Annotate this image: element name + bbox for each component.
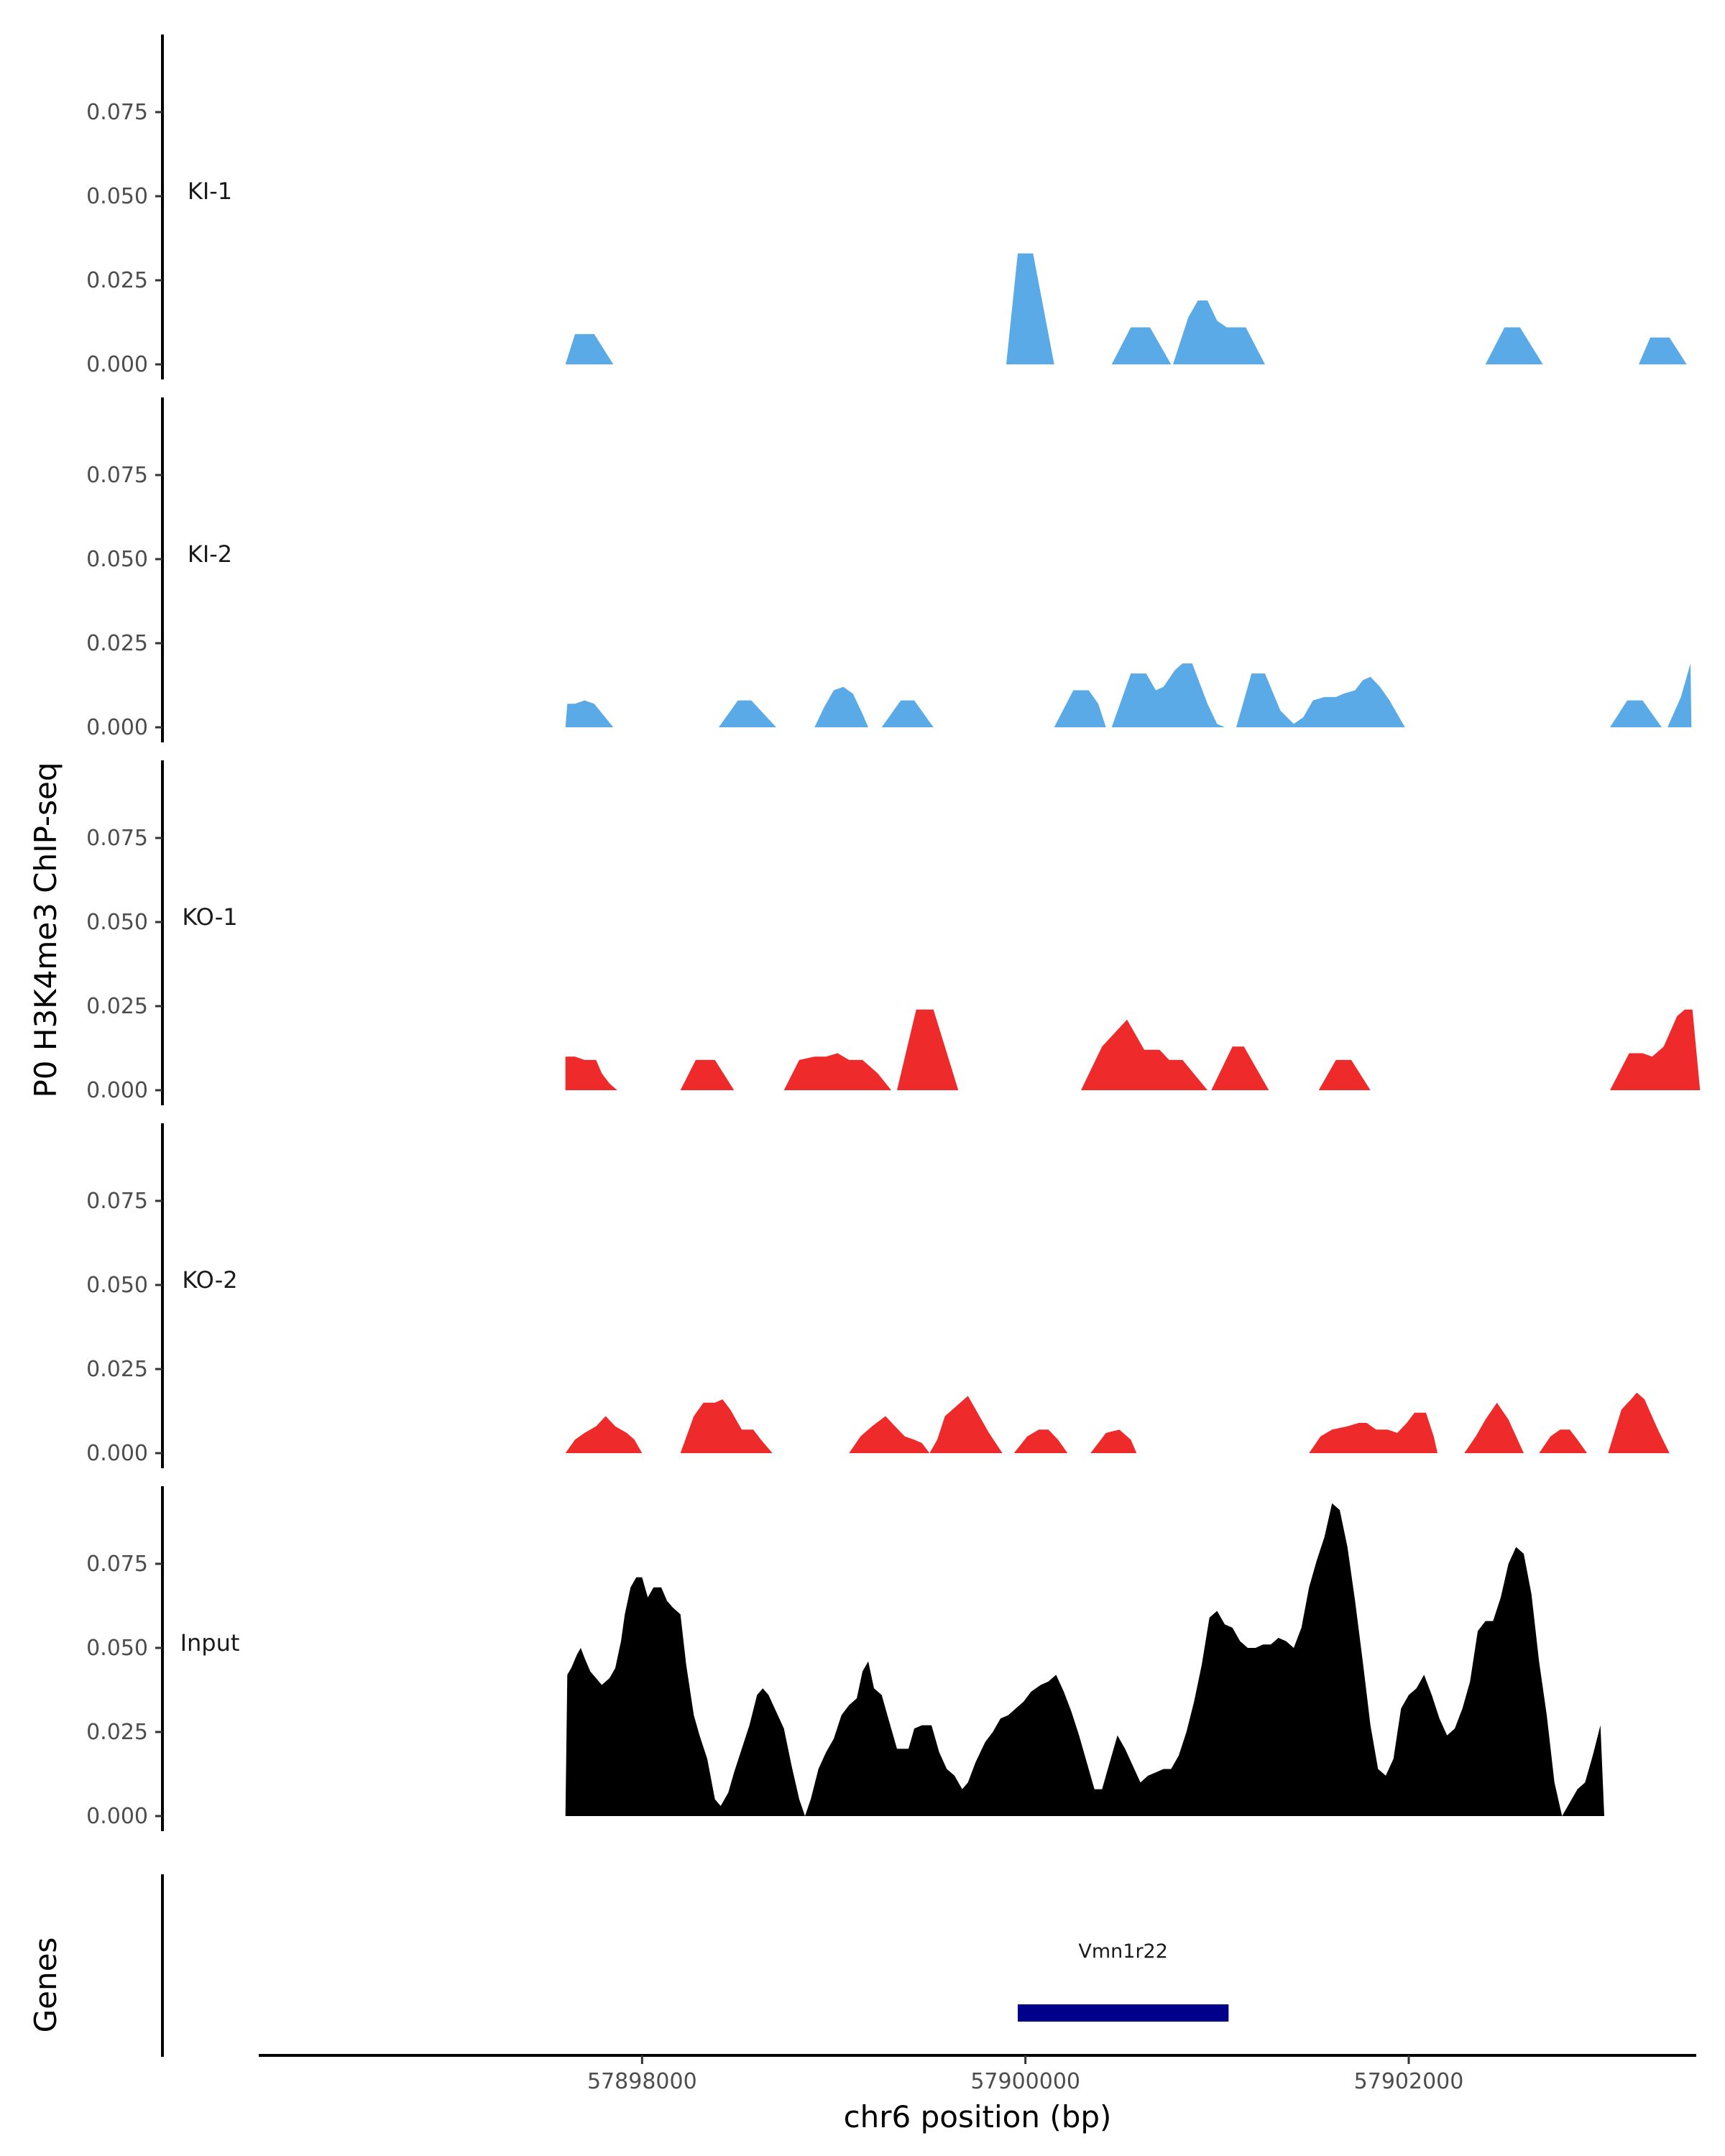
track-label: KO-1 — [182, 903, 237, 931]
track-label: Input — [180, 1629, 240, 1657]
y-tick-label: 0.025 — [86, 1357, 148, 1382]
gene-label: Vmn1r22 — [1078, 1940, 1168, 1963]
x-axis: 57898000 57900000 57902000 — [259, 2054, 1696, 2094]
genes-panel: Genes Vmn1r22 — [28, 1874, 1229, 2057]
y-tick-label: 0.050 — [86, 184, 148, 209]
track-panel-ko-1: 0.000 0.025 0.050 0.075 KO-1 — [86, 760, 1701, 1105]
track-panel-ko-2: 0.000 0.025 0.050 0.075 KO-2 — [86, 1123, 1670, 1468]
track-label: KI-1 — [188, 178, 232, 205]
coverage-area-ki-2 — [565, 663, 1692, 727]
x-axis-title: chr6 position (bp) — [844, 2099, 1112, 2134]
track-panel-input: 0.000 0.025 0.050 0.075 Input — [86, 1486, 1605, 1831]
y-axis-title: P0 H3K4me3 ChIP-seq — [28, 762, 63, 1097]
track-panel-ki-1: 0.000 0.025 0.050 0.075 KI-1 — [86, 34, 1687, 379]
y-tick-label: 0.050 — [86, 547, 148, 572]
track-label: KO-2 — [182, 1266, 237, 1294]
y-tick-label: 0.025 — [86, 994, 148, 1019]
coverage-area-ko-2 — [565, 1392, 1670, 1453]
y-tick-label: 0.050 — [86, 1636, 148, 1661]
genes-axis-title: Genes — [28, 1938, 63, 2033]
y-tick-label: 0.050 — [86, 910, 148, 935]
y-tick-label: 0.075 — [86, 826, 148, 851]
y-tick-label: 0.025 — [86, 268, 148, 293]
y-tick-label: 0.075 — [86, 100, 148, 125]
y-tick-label: 0.000 — [86, 1441, 148, 1466]
tracks-layer: 0.0000.0250.0500.075KI-10.0000.0250.0500… — [86, 34, 1701, 1831]
y-tick-label: 0.075 — [86, 463, 148, 488]
y-tick-label: 0.075 — [86, 1189, 148, 1214]
x-tick-label: 57902000 — [1354, 2069, 1464, 2094]
track-panel-ki-2: 0.000 0.025 0.050 0.075 KI-2 — [86, 397, 1692, 742]
y-tick-label: 0.000 — [86, 715, 148, 740]
x-tick-label: 57898000 — [587, 2069, 697, 2094]
coverage-area-ki-1 — [565, 253, 1687, 364]
track-label: KI-2 — [188, 540, 232, 568]
gene-bar — [1018, 2004, 1229, 2022]
y-tick-label: 0.000 — [86, 1078, 148, 1103]
y-tick-label: 0.000 — [86, 352, 148, 377]
coverage-area-ko-1 — [565, 1009, 1701, 1090]
y-tick-label: 0.075 — [86, 1552, 148, 1577]
y-tick-label: 0.025 — [86, 1720, 148, 1745]
y-tick-label: 0.025 — [86, 631, 148, 656]
x-tick-label: 57900000 — [970, 2069, 1080, 2094]
coverage-area-input — [565, 1503, 1605, 1816]
y-tick-label: 0.000 — [86, 1804, 148, 1829]
y-tick-label: 0.050 — [86, 1273, 148, 1298]
